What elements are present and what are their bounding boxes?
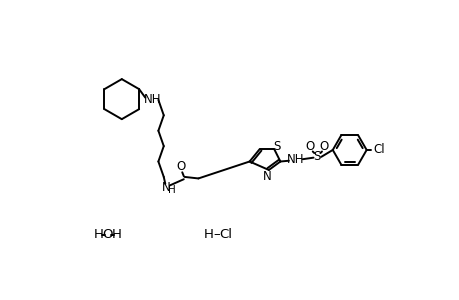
Text: O: O — [102, 228, 113, 241]
Text: O: O — [319, 140, 328, 153]
Text: Cl: Cl — [372, 143, 384, 157]
Text: NH: NH — [286, 154, 304, 166]
Text: S: S — [313, 150, 320, 164]
Text: Cl: Cl — [219, 228, 232, 241]
Text: –: – — [213, 228, 219, 241]
Text: H: H — [203, 228, 213, 241]
Text: O: O — [305, 140, 314, 153]
Text: N: N — [162, 181, 170, 194]
Text: H: H — [112, 228, 122, 241]
Text: S: S — [273, 140, 280, 153]
Text: NH: NH — [143, 93, 161, 106]
Text: O: O — [176, 160, 186, 173]
Text: H: H — [94, 228, 103, 241]
Text: H: H — [167, 185, 175, 195]
Text: N: N — [263, 170, 271, 183]
